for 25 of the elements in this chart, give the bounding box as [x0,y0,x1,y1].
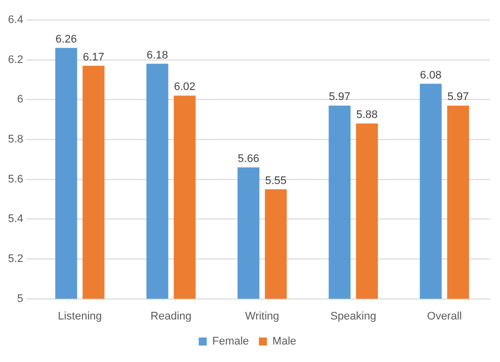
data-label: 6.18 [146,49,168,62]
legend-label: Male [272,336,296,348]
y-tick-label: 5.2 [8,253,24,266]
x-tick-label: Listening [58,310,102,322]
data-label: 5.55 [265,174,287,187]
data-label: 6.08 [420,69,442,82]
y-tick-label: 5.8 [8,134,24,146]
x-tick-label: Writing [245,310,280,322]
legend-label: Female [212,336,249,348]
x-tick-label: Reading [150,310,192,322]
data-label: 6.02 [174,81,196,94]
data-label: 6.17 [82,51,104,64]
y-tick-label: 6.4 [8,14,24,26]
y-tick-label: 5 [17,292,24,305]
data-label: 5.88 [356,109,378,122]
data-label: 5.66 [238,152,260,165]
x-tick-label: Speaking [330,310,376,322]
y-tick-label: 5.4 [8,213,24,226]
data-label: 5.97 [328,91,350,104]
data-label: 6.26 [55,33,77,46]
data-label: 5.97 [447,91,469,104]
x-tick-label: Overall [427,310,462,322]
y-tick-label: 6 [17,94,24,106]
y-tick-label: 5.6 [8,173,24,186]
y-tick-label: 6.2 [8,54,24,66]
